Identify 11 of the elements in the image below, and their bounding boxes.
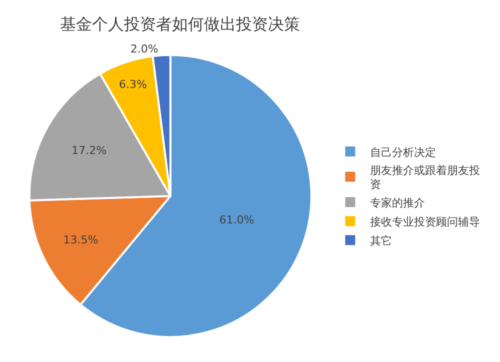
chart-title: 基金个人投资者如何做出投资决策: [60, 14, 300, 34]
data-label: 17.2%: [72, 144, 107, 158]
data-label: 6.3%: [118, 78, 147, 91]
data-label: 2.0%: [130, 42, 158, 56]
legend-label: 朋友推介或跟着朋友投资: [370, 164, 480, 192]
legend-label: 专家的推介: [370, 196, 426, 210]
data-label: 13.5%: [63, 233, 98, 246]
data-label: 61.0%: [219, 213, 254, 226]
legend-label: 接收专业投资顾问辅导: [370, 215, 480, 228]
legend-label: 其它: [370, 234, 392, 248]
legend-label: 自己分析决定: [370, 146, 436, 159]
